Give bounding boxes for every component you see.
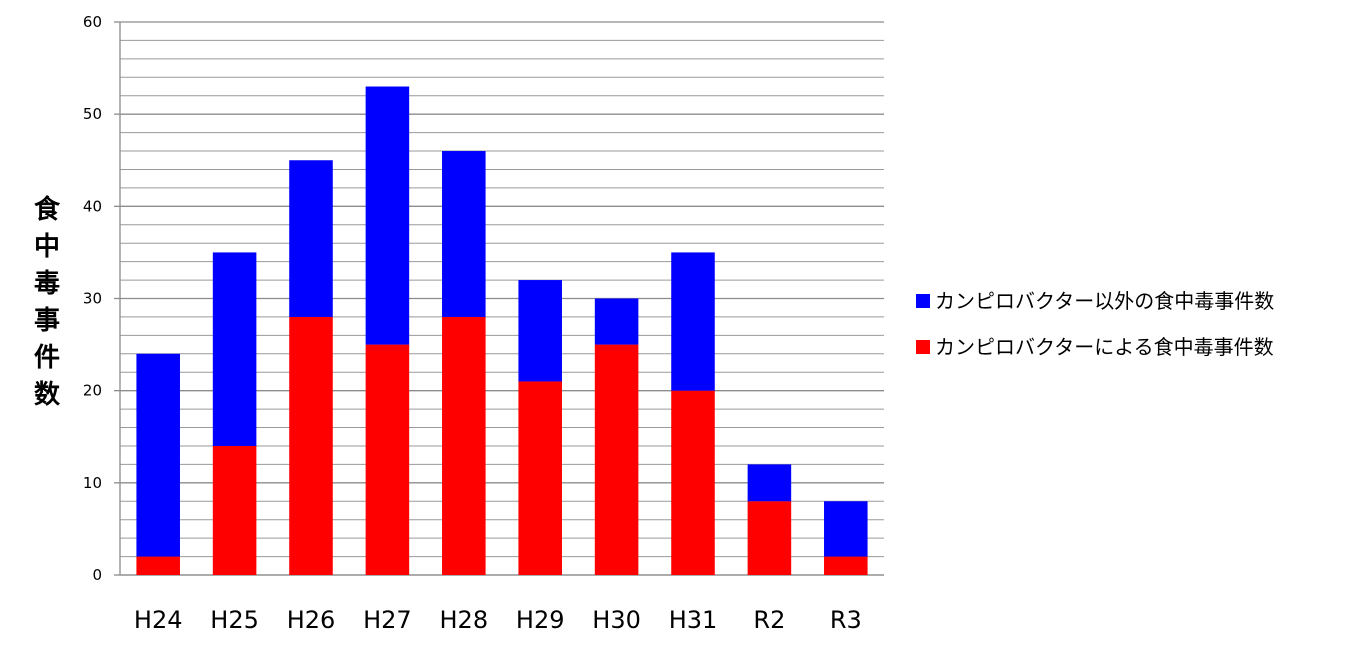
x-tick-label: H24: [134, 606, 183, 634]
bar-other-H24: [136, 353, 180, 557]
bar-other-H28: [442, 151, 486, 317]
bar-other-H31: [671, 252, 715, 391]
bar-campylobacter-H24: [136, 556, 180, 575]
y-tick-label: 30: [83, 290, 102, 308]
bar-other-H29: [518, 280, 562, 382]
y-axis-label-char: 中: [34, 232, 60, 262]
x-tick-label: H28: [440, 606, 489, 634]
x-tick-label: H27: [363, 606, 412, 634]
bar-other-H30: [594, 298, 639, 345]
y-tick-labels: 0 10 20 30 40 50 60: [83, 13, 102, 584]
y-axis-label-char: 件: [34, 343, 60, 373]
legend-swatch: [916, 294, 930, 308]
bar-campylobacter-R3: [824, 556, 868, 575]
y-axis-label-char: 毒: [34, 269, 60, 299]
y-axis-label: 食中毒事件数: [34, 194, 61, 410]
bar-other-H27: [365, 86, 410, 345]
y-tick-label: 20: [83, 382, 102, 400]
bars: [136, 86, 868, 575]
bar-campylobacter-R2: [747, 501, 792, 575]
x-tick-labels: H24 H25 H26 H27 H28 H29 H30 H31 R2 R3: [134, 606, 862, 634]
y-tick-label: 60: [83, 13, 102, 31]
bar-other-H26: [289, 160, 333, 317]
bar-campylobacter-H28: [442, 316, 486, 575]
x-tick-label: H29: [516, 606, 565, 634]
bar-campylobacter-H30: [594, 344, 639, 575]
x-tick-label: H25: [210, 606, 259, 634]
bar-campylobacter-H29: [518, 381, 562, 575]
y-axis-label-char: 食: [34, 194, 61, 225]
bar-campylobacter-H26: [289, 316, 333, 575]
legend-entry-label: カンピロバクター以外の食中毒事件数: [935, 289, 1274, 313]
bar-campylobacter-H27: [365, 344, 410, 575]
x-tick-label: H30: [592, 606, 641, 634]
bar-campylobacter-H31: [671, 390, 715, 575]
y-tick-label: 10: [83, 474, 102, 492]
bar-campylobacter-H25: [212, 445, 257, 575]
legend-swatch: [916, 340, 930, 354]
x-tick-label: R2: [753, 606, 785, 634]
y-tick-label: 50: [83, 105, 102, 123]
bar-other-H25: [212, 252, 257, 446]
x-tick-label: H26: [287, 606, 336, 634]
y-axis-label-char: 事: [34, 306, 60, 336]
bar-other-R3: [824, 501, 868, 557]
y-tick-label: 40: [83, 197, 102, 215]
bar-other-R2: [747, 464, 792, 502]
x-tick-label: R3: [830, 606, 862, 634]
x-tick-label: H31: [669, 606, 718, 634]
legend-entry-label: カンピロバクターによる食中毒事件数: [935, 335, 1274, 359]
y-tick-label: 0: [92, 566, 102, 584]
y-axis-label-char: 数: [34, 380, 61, 410]
